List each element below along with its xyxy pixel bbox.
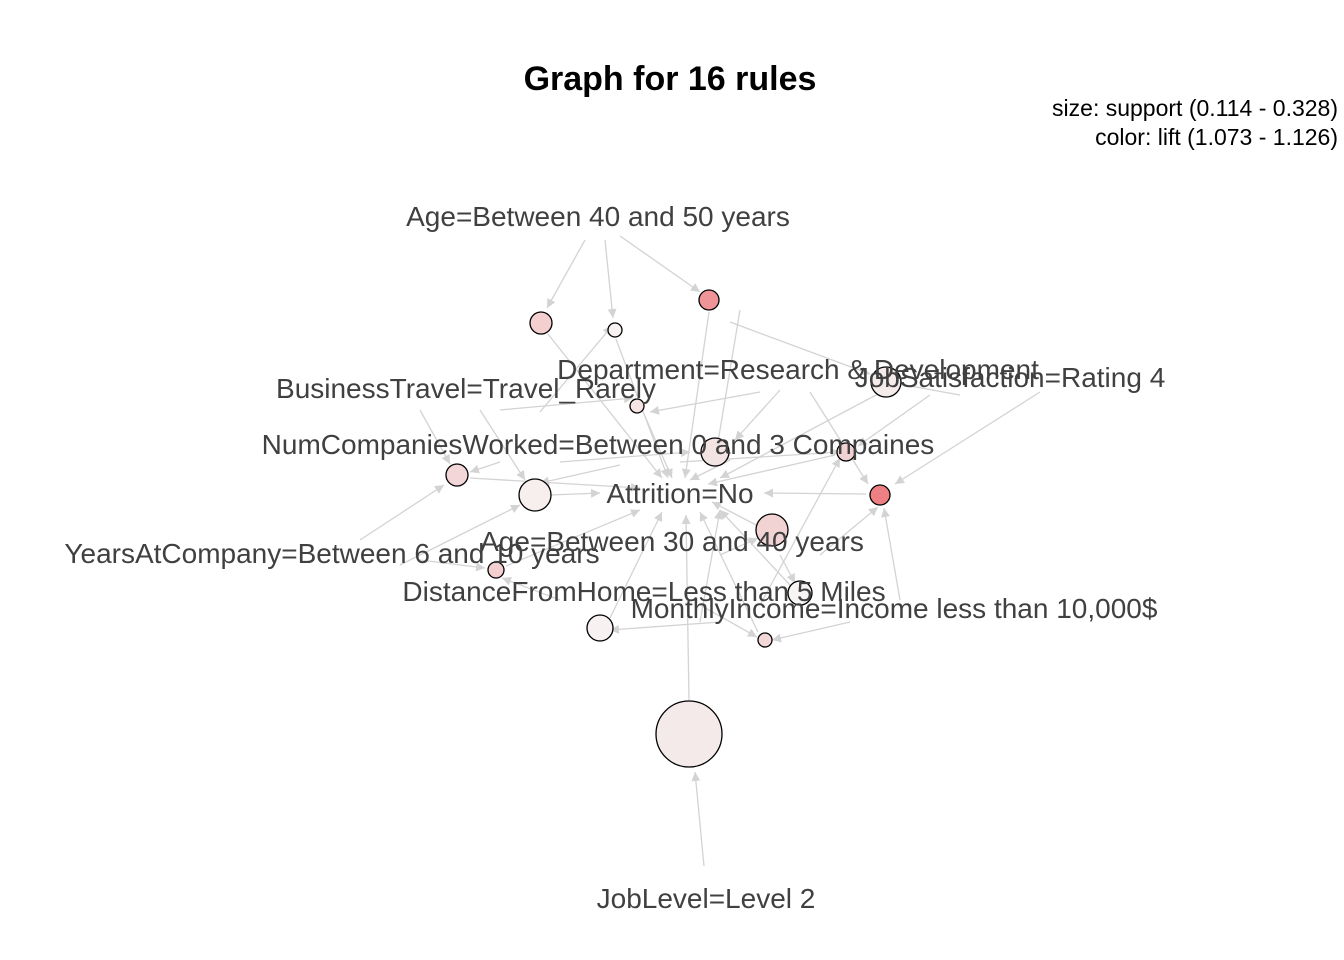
edge-38 <box>819 506 879 556</box>
edge-24 <box>894 391 1041 485</box>
edge-12 <box>763 488 867 498</box>
item-label-age-30-40: Age=Between 30 and 40 years <box>480 526 864 557</box>
legend-color: color: lift (1.073 - 1.126) <box>1095 124 1338 150</box>
edge-28 <box>539 325 613 413</box>
edge-10 <box>469 477 641 492</box>
edge-20 <box>809 391 869 485</box>
edge-14 <box>505 509 641 567</box>
edge-34 <box>419 559 486 572</box>
rule-node-4 <box>870 366 902 398</box>
edge-11 <box>550 488 601 498</box>
edge-18 <box>681 514 691 701</box>
rule-node-15 <box>757 632 773 648</box>
edge-22 <box>857 394 931 447</box>
edge-26 <box>479 409 526 481</box>
rule-node-16 <box>655 700 723 768</box>
item-label-monthly-income: MonthlyIncome=Income less than 10,000$ <box>631 593 1158 624</box>
edge-21 <box>649 391 761 415</box>
edge-16 <box>609 511 663 619</box>
edge-25 <box>419 409 451 465</box>
rule-node-7 <box>836 442 856 462</box>
edge-30 <box>559 448 691 463</box>
rule-node-9 <box>518 478 552 512</box>
rule-node-11 <box>755 513 789 547</box>
edge-2 <box>619 235 701 293</box>
item-label-num-companies: NumCompaniesWorked=Between 0 and 3 Compa… <box>262 429 935 460</box>
edge-1 <box>604 239 617 319</box>
rule-node-1 <box>698 289 720 311</box>
rule-node-14 <box>586 614 614 642</box>
edge-13 <box>711 501 759 527</box>
item-label-business-travel: BusinessTravel=Travel_Rarely <box>276 373 656 404</box>
item-label-job-level: JobLevel=Level 2 <box>597 883 816 914</box>
item-label-attrition: Attrition=No <box>606 478 753 509</box>
rule-node-2 <box>529 311 553 335</box>
rule-node-13 <box>787 580 813 606</box>
rule-node-5 <box>629 398 645 414</box>
graph-title: Graph for 16 rules <box>524 60 817 98</box>
edge-27 <box>499 394 634 411</box>
item-label-age-40-50: Age=Between 40 and 50 years <box>406 201 790 232</box>
rule-node-3 <box>607 322 623 338</box>
item-label-years-at-company: YearsAtCompany=Between 6 and 10 years <box>64 538 599 569</box>
edge-9 <box>707 454 836 487</box>
rule-node-10 <box>869 484 891 506</box>
edge-39 <box>501 576 561 601</box>
edge-41 <box>759 457 841 606</box>
edge-44 <box>609 621 721 634</box>
edge-40 <box>699 604 758 638</box>
edge-43 <box>771 621 851 643</box>
edge-6 <box>719 393 879 479</box>
edge-46 <box>691 771 705 867</box>
edge-32 <box>539 464 621 486</box>
edge-33 <box>359 484 445 541</box>
legend-size: size: support (0.114 - 0.328) <box>1052 95 1338 121</box>
item-labels: Age=Between 40 and 50 years Department=R… <box>64 201 1165 914</box>
edge-0 <box>546 239 586 309</box>
edge-42 <box>881 507 901 601</box>
item-label-distance-from-home: DistanceFromHome=Less than 5 Miles <box>402 576 885 607</box>
edge-19 <box>734 389 781 441</box>
edge-35 <box>399 504 521 566</box>
edges <box>359 235 1041 867</box>
rule-node-8 <box>445 463 469 487</box>
edge-4 <box>547 333 663 479</box>
edge-48 <box>729 321 871 376</box>
item-label-job-satisfaction: JobSatisfaction=Rating 4 <box>855 362 1166 393</box>
edge-45 <box>699 509 723 623</box>
rule-nodes <box>445 289 902 768</box>
edge-17 <box>699 511 759 633</box>
edge-29 <box>469 461 501 474</box>
item-label-department: Department=Research & Development <box>557 354 1039 385</box>
rule-node-6 <box>700 437 730 467</box>
edge-36 <box>719 537 759 556</box>
rule-node-12 <box>487 561 505 579</box>
edge-47 <box>712 309 741 461</box>
edge-37 <box>779 554 796 584</box>
edge-7 <box>643 413 673 479</box>
